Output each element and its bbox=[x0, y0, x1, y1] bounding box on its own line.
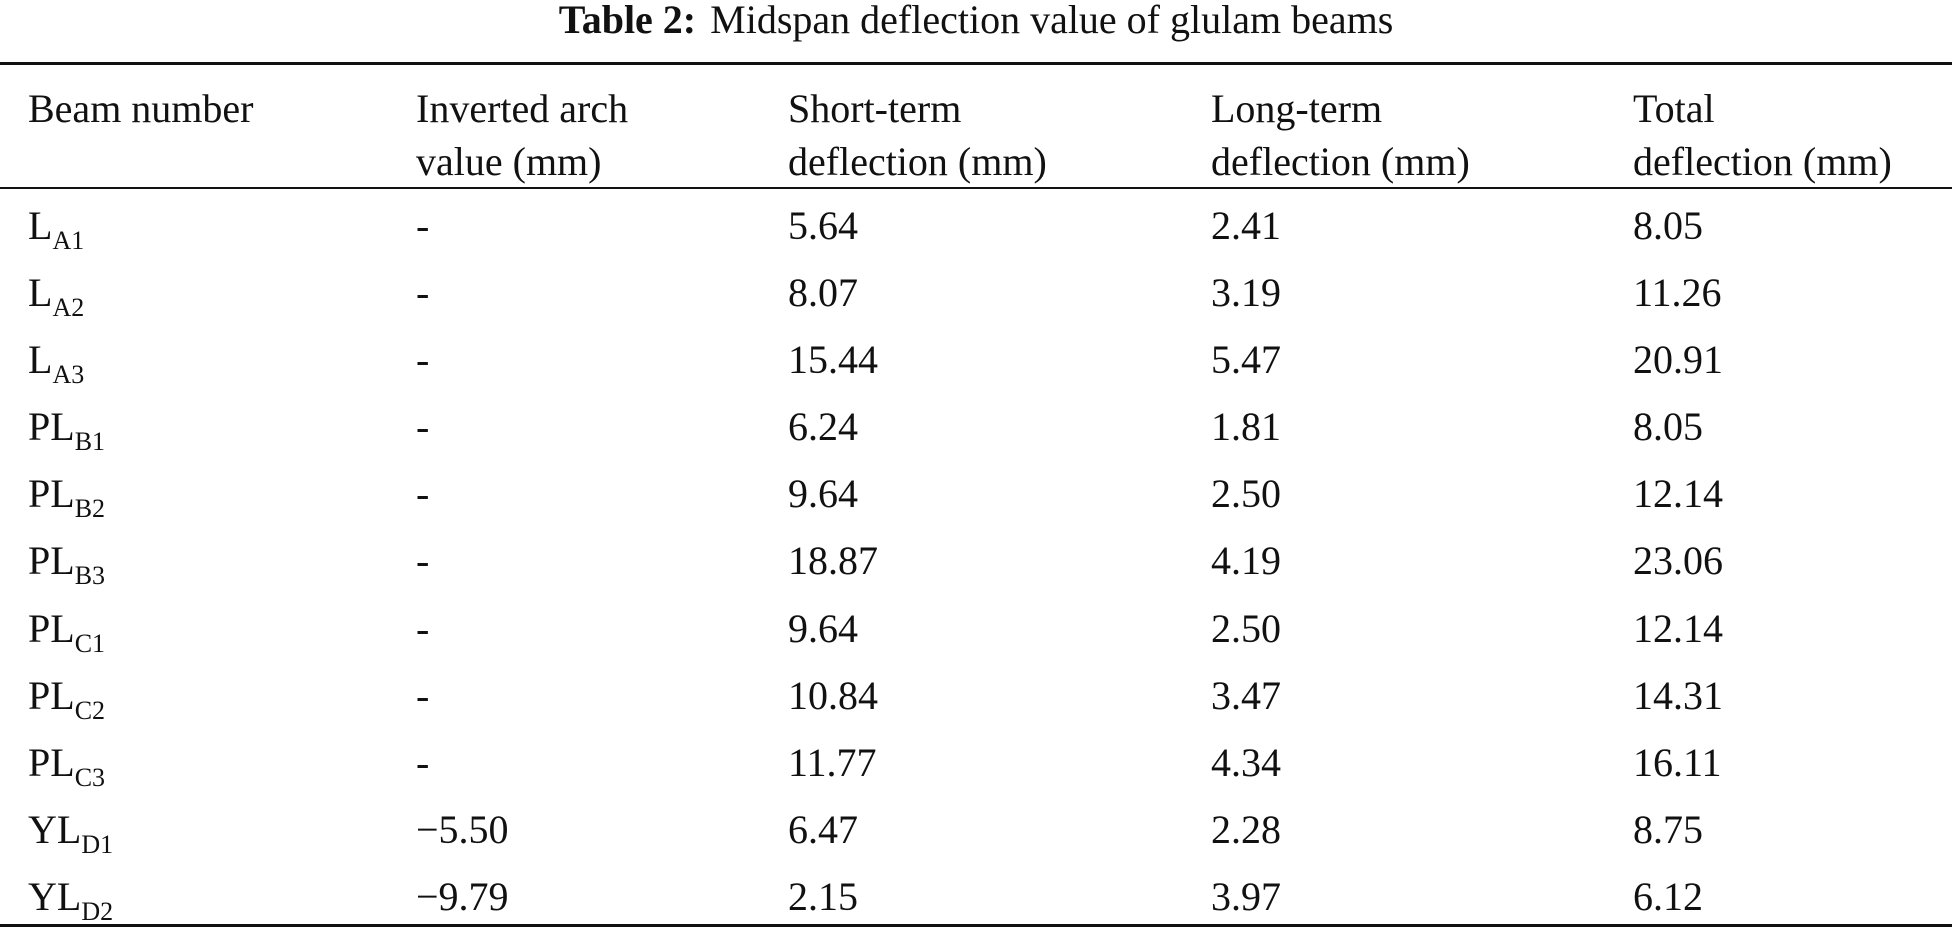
beam-number-cell: PLB3 bbox=[28, 538, 106, 591]
inverted-arch-cell: - bbox=[416, 605, 430, 651]
short-term-cell: 11.77 bbox=[788, 739, 877, 785]
table-row: LA3 - 15.44 5.47 20.91 bbox=[0, 334, 1952, 401]
header-beam-number: Beam number bbox=[28, 86, 254, 131]
inverted-arch-cell: - bbox=[416, 739, 430, 785]
total-cell: 6.12 bbox=[1633, 873, 1703, 919]
total-cell: 12.14 bbox=[1633, 471, 1723, 517]
total-cell: 11.26 bbox=[1633, 270, 1722, 316]
total-cell: 12.14 bbox=[1633, 605, 1723, 651]
total-cell: 8.05 bbox=[1633, 203, 1703, 248]
header-total: Total deflection (mm) bbox=[1633, 86, 1892, 184]
header-inverted-arch: Inverted arch value (mm) bbox=[416, 86, 629, 184]
table-header: Beam number Inverted arch value (mm) Sho… bbox=[0, 82, 1952, 184]
beam-number-cell: LA3 bbox=[28, 337, 85, 390]
long-term-cell: 2.50 bbox=[1211, 471, 1281, 517]
inverted-arch-cell: - bbox=[416, 203, 430, 248]
short-term-cell: 9.64 bbox=[788, 605, 858, 651]
inverted-arch-cell: −5.50 bbox=[416, 806, 509, 852]
table-row: LA1 - 5.64 2.41 8.05 bbox=[0, 200, 1952, 267]
table-row: PLB2 - 9.64 2.50 12.14 bbox=[0, 468, 1952, 535]
beam-number-cell: PLC1 bbox=[28, 605, 106, 658]
table-row: PLC2 - 10.84 3.47 14.31 bbox=[0, 670, 1952, 737]
inverted-arch-cell: - bbox=[416, 471, 430, 517]
header-long-term: Long-term deflection (mm) bbox=[1211, 86, 1470, 184]
short-term-cell: 5.64 bbox=[788, 203, 858, 248]
long-term-cell: 2.28 bbox=[1211, 806, 1281, 852]
long-term-cell: 2.41 bbox=[1211, 203, 1281, 248]
long-term-cell: 3.47 bbox=[1211, 672, 1281, 718]
table-header-rule bbox=[0, 187, 1952, 189]
long-term-cell: 4.34 bbox=[1211, 739, 1281, 785]
inverted-arch-cell: - bbox=[416, 538, 430, 584]
inverted-arch-cell: - bbox=[416, 672, 430, 718]
table-caption-label: Table 2: bbox=[558, 0, 697, 42]
table-body: LA1 - 5.64 2.41 8.05 LA2 - 8.07 3.19 11.… bbox=[0, 200, 1952, 938]
total-cell: 8.75 bbox=[1633, 806, 1703, 852]
beam-number-cell: PLC3 bbox=[28, 739, 106, 792]
table-caption: Table 2: Midspan deflection value of glul… bbox=[0, 0, 1952, 46]
table-caption-text: Midspan deflection value of glulam beams bbox=[710, 0, 1394, 42]
beam-number-cell: PLC2 bbox=[28, 672, 106, 725]
table-row: LA2 - 8.07 3.19 11.26 bbox=[0, 267, 1952, 334]
table-row: PLB3 - 18.87 4.19 23.06 bbox=[0, 535, 1952, 602]
long-term-cell: 3.97 bbox=[1211, 873, 1281, 919]
total-cell: 14.31 bbox=[1633, 672, 1723, 718]
table-row: YLD1 −5.50 6.47 2.28 8.75 bbox=[0, 804, 1952, 871]
beam-number-cell: PLB1 bbox=[28, 404, 106, 457]
total-cell: 20.91 bbox=[1633, 337, 1723, 383]
short-term-cell: 8.07 bbox=[788, 270, 858, 316]
short-term-cell: 2.15 bbox=[788, 873, 858, 919]
short-term-cell: 6.24 bbox=[788, 404, 858, 450]
short-term-cell: 9.64 bbox=[788, 471, 858, 517]
inverted-arch-cell: - bbox=[416, 337, 430, 383]
total-cell: 8.05 bbox=[1633, 404, 1703, 450]
long-term-cell: 3.19 bbox=[1211, 270, 1281, 316]
table-row: YLD2 −9.79 2.15 3.97 6.12 bbox=[0, 871, 1952, 938]
table-top-rule bbox=[0, 62, 1952, 65]
beam-number-cell: LA1 bbox=[28, 203, 85, 255]
beam-number-cell: LA2 bbox=[28, 270, 85, 323]
short-term-cell: 18.87 bbox=[788, 538, 878, 584]
total-cell: 16.11 bbox=[1633, 739, 1722, 785]
long-term-cell: 2.50 bbox=[1211, 605, 1281, 651]
header-short-term: Short-term deflection (mm) bbox=[788, 86, 1047, 184]
long-term-cell: 4.19 bbox=[1211, 538, 1281, 584]
short-term-cell: 6.47 bbox=[788, 806, 858, 852]
table-row: PLB1 - 6.24 1.81 8.05 bbox=[0, 401, 1952, 468]
table-row: PLC3 - 11.77 4.34 16.11 bbox=[0, 737, 1952, 804]
beam-number-cell: PLB2 bbox=[28, 471, 106, 524]
total-cell: 23.06 bbox=[1633, 538, 1723, 584]
long-term-cell: 1.81 bbox=[1211, 404, 1281, 450]
table-row: PLC1 - 9.64 2.50 12.14 bbox=[0, 603, 1952, 670]
inverted-arch-cell: −9.79 bbox=[416, 873, 509, 919]
inverted-arch-cell: - bbox=[416, 404, 430, 450]
short-term-cell: 10.84 bbox=[788, 672, 878, 718]
short-term-cell: 15.44 bbox=[788, 337, 878, 383]
beam-number-cell: YLD1 bbox=[28, 806, 114, 859]
beam-number-cell: YLD2 bbox=[28, 873, 114, 926]
table-bottom-rule bbox=[0, 924, 1952, 927]
long-term-cell: 5.47 bbox=[1211, 337, 1281, 383]
inverted-arch-cell: - bbox=[416, 270, 430, 316]
